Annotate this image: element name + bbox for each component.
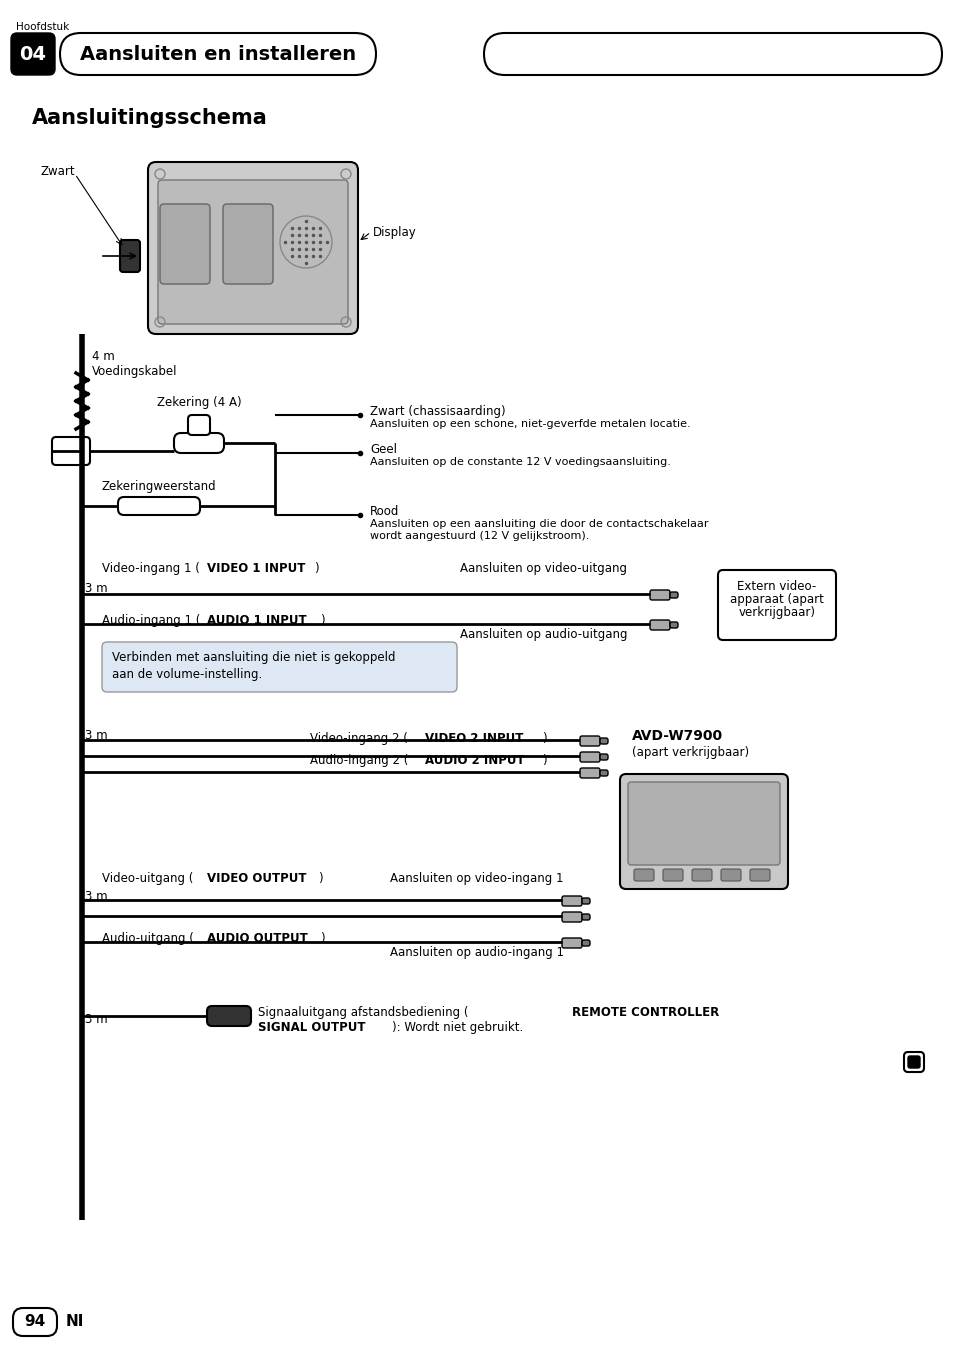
- Text: ): ): [319, 614, 324, 627]
- FancyBboxPatch shape: [158, 180, 348, 324]
- Text: Zekering (4 A): Zekering (4 A): [156, 396, 241, 410]
- FancyBboxPatch shape: [627, 781, 780, 865]
- Text: Voedingskabel: Voedingskabel: [91, 365, 177, 379]
- FancyBboxPatch shape: [691, 869, 711, 882]
- Text: (apart verkrijgbaar): (apart verkrijgbaar): [631, 746, 748, 758]
- FancyBboxPatch shape: [581, 914, 589, 919]
- FancyBboxPatch shape: [720, 869, 740, 882]
- Text: ): ): [317, 872, 322, 886]
- Text: Audio-ingang 2 (: Audio-ingang 2 (: [310, 754, 408, 767]
- Text: Audio-ingang 1 (: Audio-ingang 1 (: [102, 614, 200, 627]
- FancyBboxPatch shape: [52, 437, 90, 465]
- Text: Video-ingang 1 (: Video-ingang 1 (: [102, 562, 200, 575]
- FancyBboxPatch shape: [907, 1056, 919, 1068]
- FancyBboxPatch shape: [581, 940, 589, 946]
- FancyBboxPatch shape: [599, 738, 607, 744]
- FancyBboxPatch shape: [669, 592, 678, 598]
- FancyBboxPatch shape: [188, 415, 210, 435]
- Text: 94: 94: [25, 1314, 46, 1329]
- FancyBboxPatch shape: [749, 869, 769, 882]
- Text: REMOTE CONTROLLER: REMOTE CONTROLLER: [572, 1006, 719, 1019]
- FancyBboxPatch shape: [669, 622, 678, 627]
- Text: AUDIO 1 INPUT: AUDIO 1 INPUT: [207, 614, 306, 627]
- Text: Extern video-: Extern video-: [737, 580, 816, 594]
- Text: VIDEO OUTPUT: VIDEO OUTPUT: [207, 872, 306, 886]
- FancyBboxPatch shape: [173, 433, 224, 453]
- FancyBboxPatch shape: [561, 938, 581, 948]
- Text: wordt aangestuurd (12 V gelijkstroom).: wordt aangestuurd (12 V gelijkstroom).: [370, 531, 589, 541]
- FancyBboxPatch shape: [223, 204, 273, 284]
- FancyBboxPatch shape: [579, 735, 599, 746]
- Text: Hoofdstuk: Hoofdstuk: [16, 22, 70, 32]
- Text: Aansluitingsschema: Aansluitingsschema: [32, 108, 268, 128]
- FancyBboxPatch shape: [581, 898, 589, 904]
- Text: Aansluiten op video-ingang 1: Aansluiten op video-ingang 1: [390, 872, 563, 886]
- Text: Zwart: Zwart: [40, 165, 74, 178]
- FancyBboxPatch shape: [483, 32, 941, 74]
- Text: Audio-uitgang (: Audio-uitgang (: [102, 932, 193, 945]
- FancyBboxPatch shape: [118, 498, 200, 515]
- Text: VIDEO 2 INPUT: VIDEO 2 INPUT: [424, 731, 523, 745]
- Text: ): ): [319, 932, 324, 945]
- Text: Aansluiten en installeren: Aansluiten en installeren: [80, 45, 355, 64]
- Text: Aansluiten op de constante 12 V voedingsaansluiting.: Aansluiten op de constante 12 V voedings…: [370, 457, 670, 466]
- Text: SIGNAL OUTPUT: SIGNAL OUTPUT: [257, 1021, 365, 1034]
- Text: ): ): [314, 562, 318, 575]
- FancyBboxPatch shape: [634, 869, 654, 882]
- Text: Aansluiten op audio-ingang 1: Aansluiten op audio-ingang 1: [390, 946, 563, 959]
- Text: Zekeringweerstand: Zekeringweerstand: [102, 480, 216, 493]
- Text: Display: Display: [373, 226, 416, 239]
- FancyBboxPatch shape: [148, 162, 357, 334]
- FancyBboxPatch shape: [60, 32, 375, 74]
- Text: verkrijgbaar): verkrijgbaar): [738, 606, 815, 619]
- Text: apparaat (apart: apparaat (apart: [729, 594, 823, 606]
- Text: NI: NI: [66, 1314, 84, 1329]
- FancyBboxPatch shape: [160, 204, 210, 284]
- Text: ): ): [541, 731, 546, 745]
- Text: 3 m: 3 m: [85, 581, 108, 595]
- Text: Aansluiten op video-uitgang: Aansluiten op video-uitgang: [459, 562, 626, 575]
- Text: Video-uitgang (: Video-uitgang (: [102, 872, 193, 886]
- Text: ): Wordt niet gebruikt.: ): Wordt niet gebruikt.: [392, 1021, 522, 1034]
- Text: aan de volume-instelling.: aan de volume-instelling.: [112, 668, 262, 681]
- FancyBboxPatch shape: [13, 1307, 57, 1336]
- FancyBboxPatch shape: [102, 642, 456, 692]
- FancyBboxPatch shape: [649, 589, 669, 600]
- Text: 3 m: 3 m: [85, 1013, 108, 1026]
- Text: Aansluiten op een aansluiting die door de contactschakelaar: Aansluiten op een aansluiting die door d…: [370, 519, 708, 529]
- FancyBboxPatch shape: [662, 869, 682, 882]
- FancyBboxPatch shape: [561, 913, 581, 922]
- Text: AUDIO OUTPUT: AUDIO OUTPUT: [207, 932, 308, 945]
- Text: AUDIO 2 INPUT: AUDIO 2 INPUT: [424, 754, 524, 767]
- Text: Video-ingang 2 (: Video-ingang 2 (: [310, 731, 408, 745]
- FancyBboxPatch shape: [120, 241, 140, 272]
- Text: 4 m: 4 m: [91, 350, 114, 362]
- Text: ): ): [541, 754, 546, 767]
- FancyBboxPatch shape: [649, 621, 669, 630]
- Text: 3 m: 3 m: [85, 729, 108, 742]
- FancyBboxPatch shape: [718, 571, 835, 639]
- Text: Verbinden met aansluiting die niet is gekoppeld: Verbinden met aansluiting die niet is ge…: [112, 652, 395, 664]
- Text: AVD-W7900: AVD-W7900: [631, 729, 722, 744]
- FancyBboxPatch shape: [903, 1052, 923, 1072]
- FancyBboxPatch shape: [11, 32, 55, 74]
- Text: 3 m: 3 m: [85, 890, 108, 903]
- FancyBboxPatch shape: [579, 768, 599, 777]
- Text: Aansluiten op audio-uitgang: Aansluiten op audio-uitgang: [459, 627, 627, 641]
- Text: Geel: Geel: [370, 443, 396, 456]
- FancyBboxPatch shape: [579, 752, 599, 763]
- FancyBboxPatch shape: [599, 771, 607, 776]
- Text: Zwart (chassisaarding): Zwart (chassisaarding): [370, 406, 505, 418]
- Text: Rood: Rood: [370, 506, 399, 518]
- Text: 04: 04: [19, 45, 47, 64]
- Text: Signaaluitgang afstandsbediening (: Signaaluitgang afstandsbediening (: [257, 1006, 468, 1019]
- Text: VIDEO 1 INPUT: VIDEO 1 INPUT: [207, 562, 305, 575]
- FancyBboxPatch shape: [599, 754, 607, 760]
- Text: Aansluiten op een schone, niet-geverfde metalen locatie.: Aansluiten op een schone, niet-geverfde …: [370, 419, 690, 429]
- FancyBboxPatch shape: [619, 773, 787, 890]
- FancyBboxPatch shape: [207, 1006, 251, 1026]
- FancyBboxPatch shape: [561, 896, 581, 906]
